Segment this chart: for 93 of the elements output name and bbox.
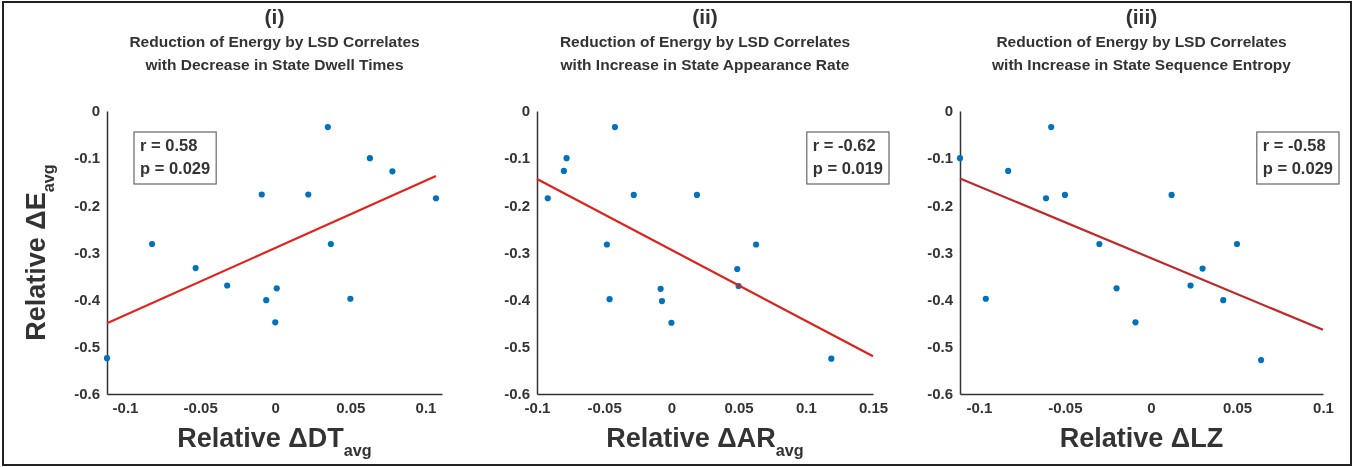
point [263,297,270,304]
point [544,195,551,202]
x-tick-label: 0.1 [1313,398,1334,416]
y-tick-label: -0.1 [504,149,530,167]
x-tick-label: -0.1 [112,398,139,416]
point [1113,285,1120,292]
point [668,319,675,326]
chart-title: (iii) [1125,5,1158,28]
point [1233,240,1241,248]
point [389,168,396,175]
x-axis-title: Relative ΔAR$_{avg}$ [606,423,804,459]
x-tick-label: 0.05 [1222,398,1253,416]
point [103,355,111,362]
point [347,295,354,302]
x-tick-label: -0.05 [183,398,218,416]
chart-title: (ii) [692,5,718,28]
point [1042,195,1050,202]
point [224,282,231,289]
y-tick-label: -0.1 [927,149,953,167]
y-tick-label: -0.6 [927,385,953,403]
annotation: r = 0.58 [140,136,198,154]
x-tick-label: 0.1 [795,398,817,416]
point [1168,191,1175,199]
y-tick-label: -0.3 [504,243,530,261]
point [1132,319,1139,326]
y-tick-label: -0.2 [927,196,953,214]
x-tick-label: 0.15 [858,398,889,416]
point [432,195,440,202]
point [148,240,156,248]
annotation: r = -0.62 [812,136,876,154]
y-tick-label: 0 [521,102,530,120]
chart-subtitle: Reduction of Energy by LSD Correlates with Increase in State Appearance Rate [559,33,851,73]
point [273,285,280,292]
point [606,296,613,303]
chart-subtitle: Reduction of Energy by LSD Correlates with Increase in State Sequence Entropy [991,33,1292,73]
y-tick-label: -0.3 [74,243,100,261]
point [305,191,312,198]
point [366,155,373,162]
x-axis-title: Relative ΔLZ [1059,423,1224,453]
y-tick-label: -0.5 [74,338,100,356]
point [1048,123,1055,131]
x-tick-label: 0.05 [724,398,754,416]
x-tick-label: 0 [271,398,280,416]
point [611,123,619,131]
point [560,167,567,174]
point [1187,282,1194,289]
point [1005,167,1012,174]
point [1220,297,1227,304]
point [324,123,331,131]
point [693,191,701,199]
x-tick-label: 0.05 [336,398,366,416]
y-tick-label: -0.2 [74,196,100,214]
y-tick-label: -0.1 [74,149,100,167]
point [258,191,265,198]
point [563,155,570,162]
y-tick-label: -0.6 [74,385,100,403]
point [1096,240,1103,248]
point [1199,265,1206,272]
point [828,355,835,362]
y-tick-label: -0.4 [504,290,531,308]
y-tick-label: -0.2 [504,196,530,214]
y-tick-label: 0 [944,102,953,120]
y-tick-label: -0.4 [927,290,954,308]
x-tick-label: 0.1 [415,398,437,416]
point [1257,356,1265,364]
y-tick-label: -0.5 [504,338,530,356]
point [603,241,610,248]
point [752,241,760,248]
point [734,265,741,273]
annotation: p = 0.029 [1262,159,1333,177]
x-tick-label: 0 [667,398,677,416]
point [982,295,989,302]
chart-subtitle: Reduction of Energy by LSD Correlates with Decrease in State Dwell Times [129,33,420,73]
x-tick-label: 0 [1147,398,1156,416]
point [1061,191,1069,199]
chart-title: (i) [264,5,285,28]
annotation: p = 0.019 [812,159,883,177]
x-tick-label: -0.1 [966,398,993,416]
annotation: p = 0.029 [140,159,211,177]
point [192,264,199,272]
point [272,319,279,326]
point [658,298,666,305]
x-tick-label: -0.05 [587,398,622,416]
y-tick-label: -0.4 [74,290,101,308]
y-tick-label: 0 [91,102,100,120]
x-tick-label: -0.05 [1048,398,1083,416]
y-tick-label: -0.5 [927,338,953,356]
point [327,240,334,248]
point [630,191,637,199]
annotation: r = -0.58 [1262,136,1326,154]
x-axis-title: Relative ΔDT$_{avg}$ [177,423,372,459]
y-tick-label: -0.3 [927,243,953,261]
point [657,285,664,292]
